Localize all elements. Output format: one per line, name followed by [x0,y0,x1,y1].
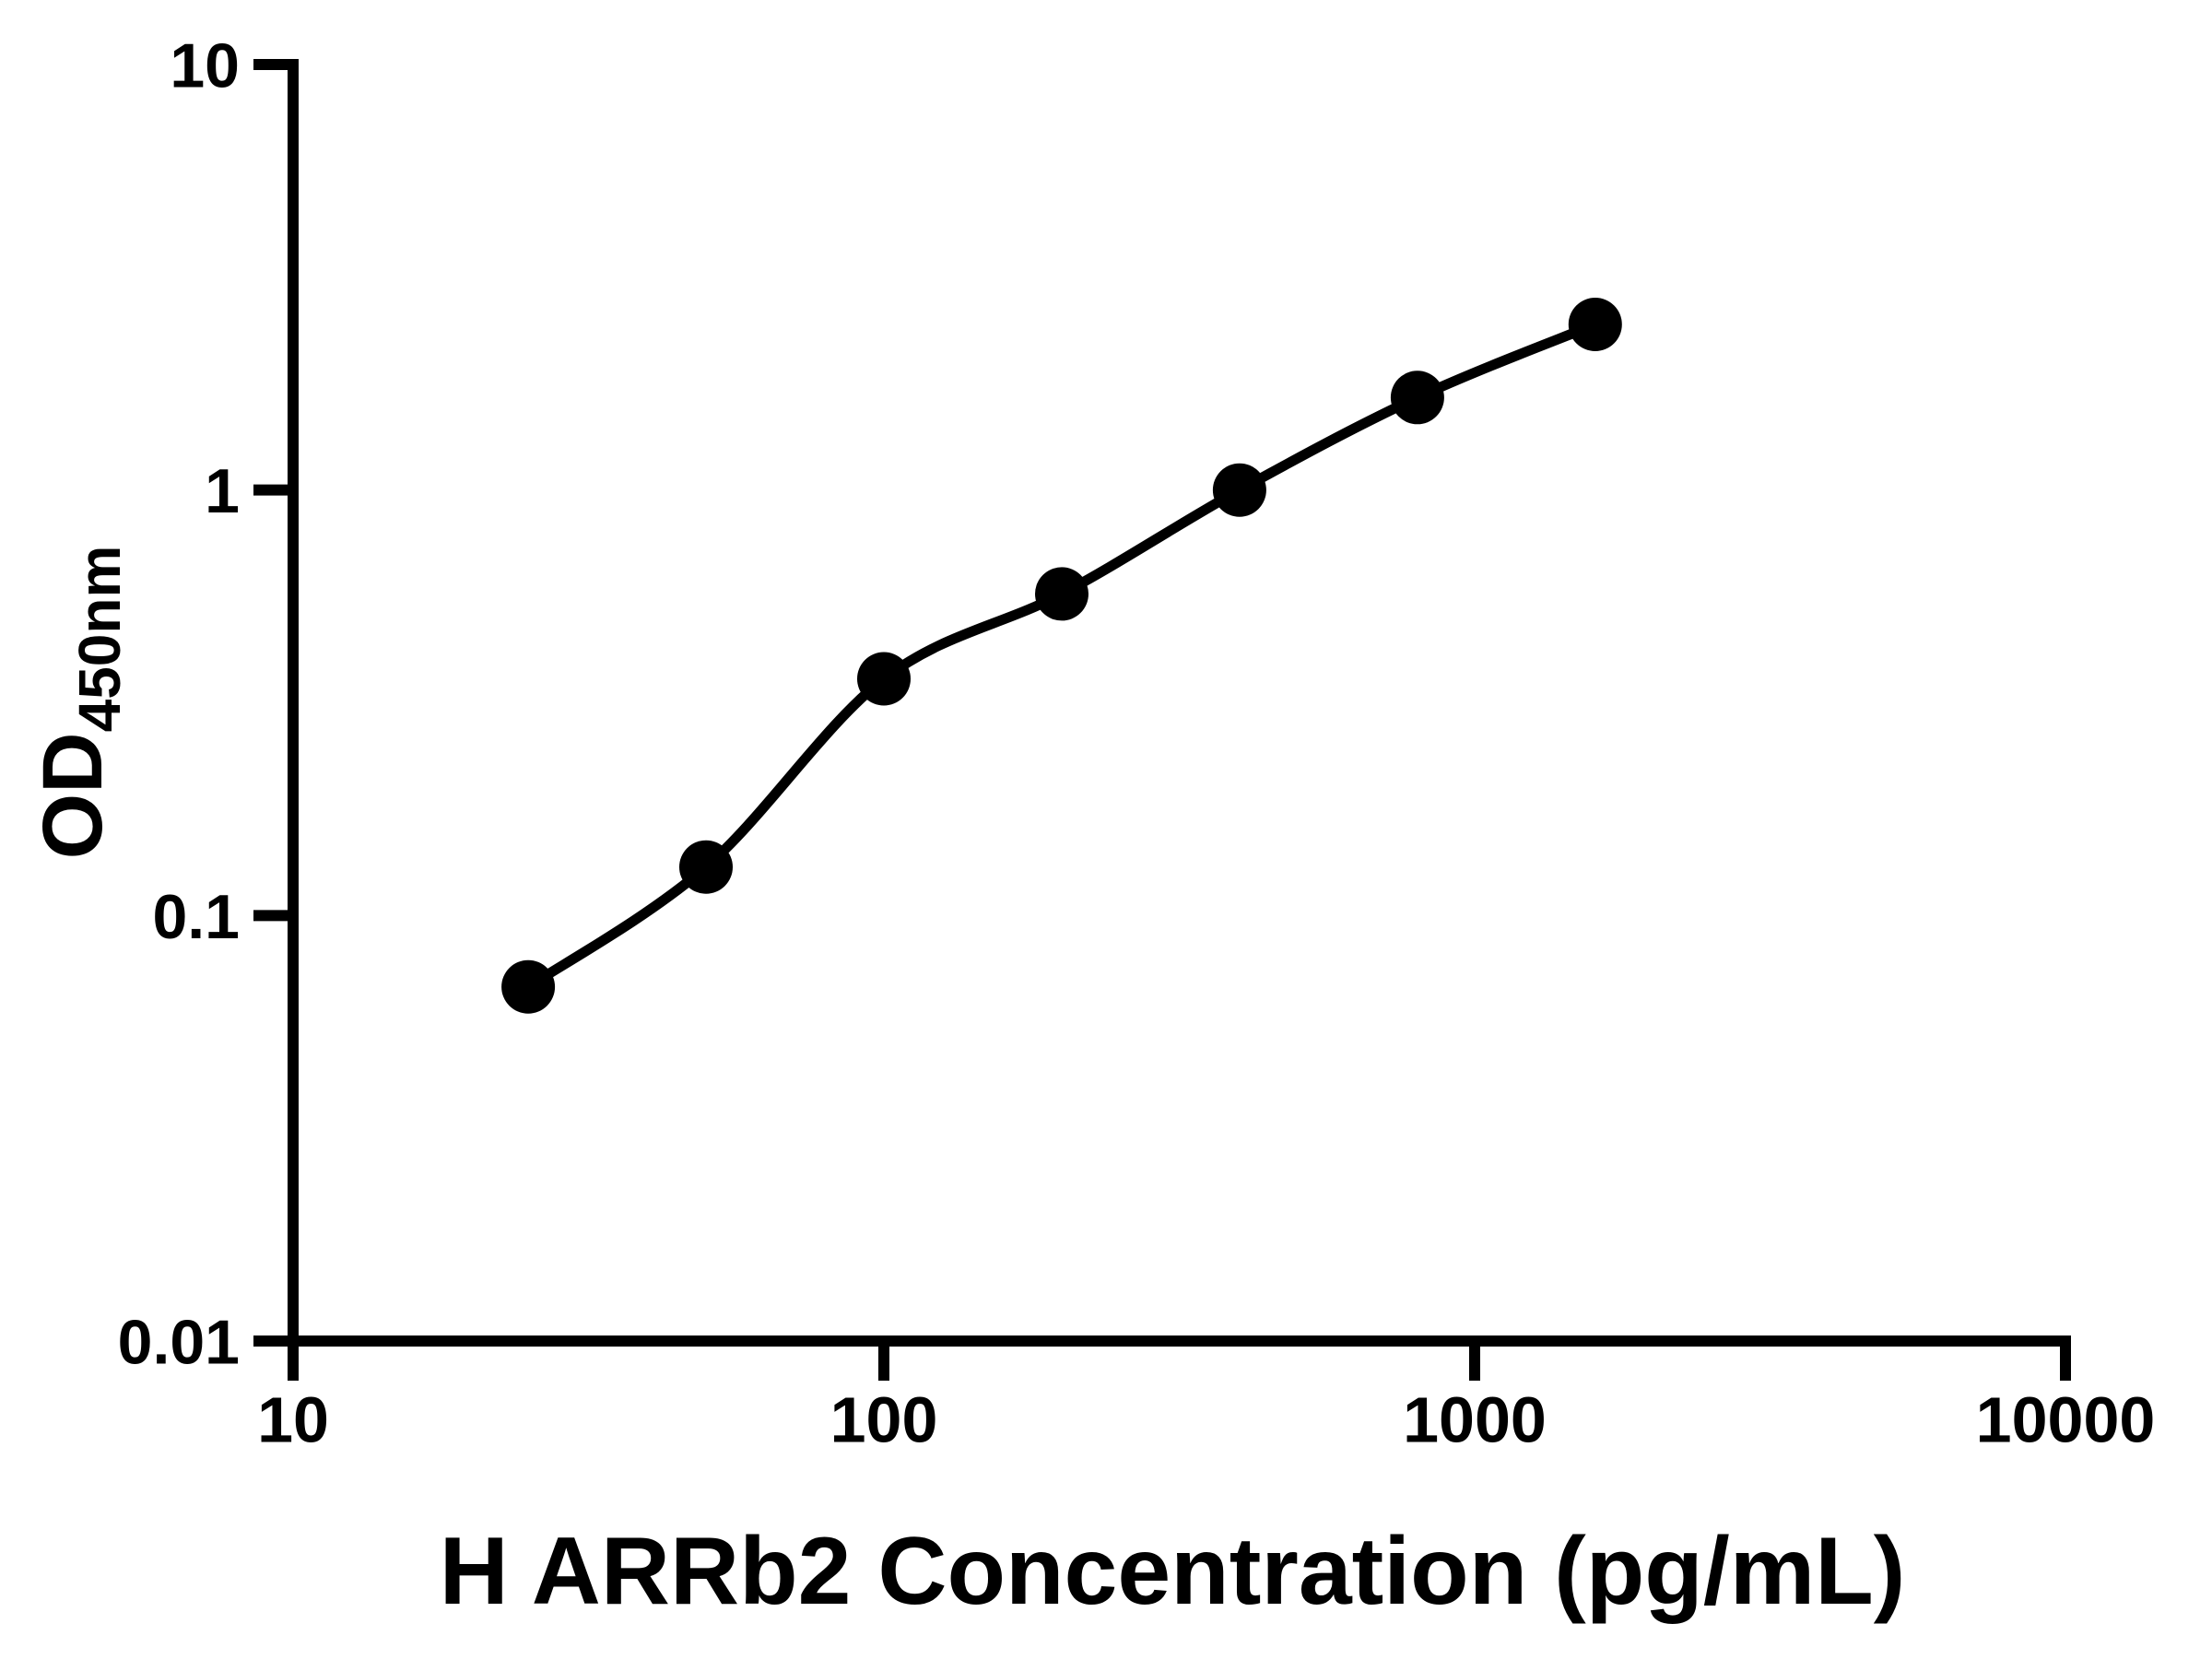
data-point [857,652,911,706]
y-tick-label: 1 [205,456,240,526]
y-axis-title-subscript: 450nm [66,546,133,733]
fit-curve [523,319,1601,993]
x-tick-label: 10000 [1976,1384,2156,1456]
data-point [1212,463,1266,517]
data-point [679,840,733,894]
plot-area: 0.01 0.1 1 10 10 100 1000 10000 [118,30,2156,1455]
x-tick-label: 10 [257,1384,329,1456]
y-axis-title-main: OD [26,732,120,859]
data-point [501,959,556,1014]
y-tick-label: 10 [170,30,240,100]
data-point [1035,567,1088,621]
y-tick-label: 0.01 [118,1307,240,1377]
y-axis-title: OD450nm [26,546,133,860]
y-tick-label: 0.1 [152,882,240,952]
data-point [1390,371,1444,425]
data-point [1568,298,1622,351]
x-axis-title: H ARRb2 Concentration (pg/mL) [440,1518,1906,1625]
x-tick-label: 1000 [1403,1384,1547,1456]
x-tick-label: 100 [830,1384,938,1456]
